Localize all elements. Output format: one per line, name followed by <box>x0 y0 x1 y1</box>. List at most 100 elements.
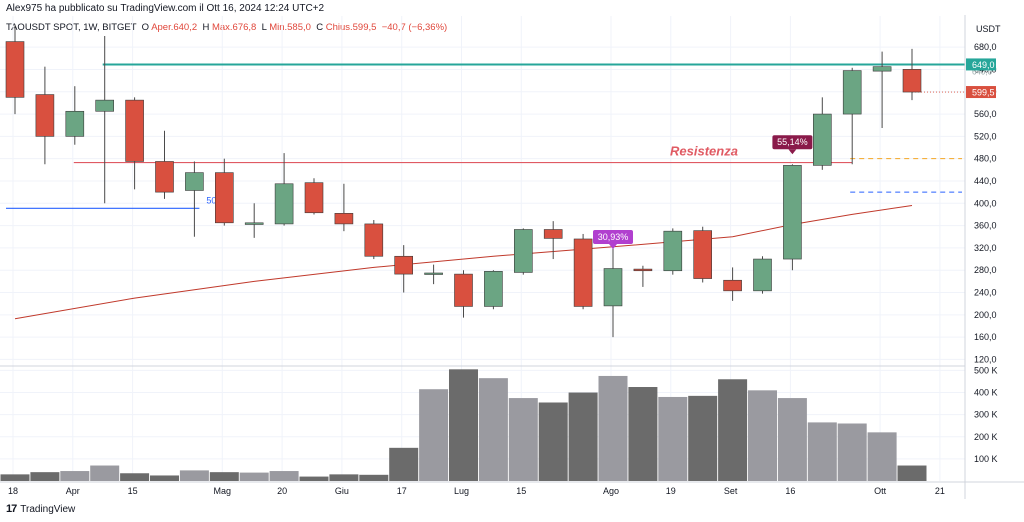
candle-body <box>723 279 742 292</box>
price-tick-label: 480,0 <box>974 154 997 164</box>
volume-bar <box>807 422 837 481</box>
resistance-label: Resistenza <box>670 144 738 159</box>
symbol-label[interactable]: TAOUSDT SPOT, 1W, BITGET <box>6 22 137 33</box>
volume-bar <box>389 447 419 481</box>
price-tick-label: 160,0 <box>974 332 997 342</box>
low-label: L <box>261 22 267 33</box>
candle-body <box>35 94 55 137</box>
volume-bar <box>568 392 598 481</box>
brand-name: TradingView <box>20 503 76 515</box>
candle-body <box>693 230 713 279</box>
volume-bar <box>299 476 329 481</box>
time-tick-label: Apr <box>66 486 80 496</box>
change-value: −40,7 (−6,36%) <box>381 22 448 33</box>
pct-label-1: 30,93% <box>598 232 629 242</box>
close-label: C <box>316 22 324 33</box>
candle-body <box>484 271 503 307</box>
volume-tick-label: 500 K <box>974 365 998 375</box>
candle-body <box>902 69 922 93</box>
volume-tick-label: 300 K <box>974 410 998 420</box>
volume-bar <box>718 379 748 481</box>
candle-body <box>244 222 264 225</box>
time-tick-label: Giu <box>335 486 349 496</box>
candle-body <box>872 66 892 72</box>
volume-bar <box>419 389 449 481</box>
volume-bar <box>867 432 897 481</box>
time-tick-label: Ott <box>874 486 887 496</box>
volume-bar <box>449 369 478 481</box>
volume-bar <box>508 398 538 481</box>
candle-body <box>125 99 144 162</box>
volume-bar <box>239 472 269 481</box>
time-tick-label: 21 <box>935 486 945 496</box>
time-tick-label: 17 <box>397 486 407 496</box>
pct-label-2-box <box>772 135 813 150</box>
time-tick-label: 19 <box>666 486 676 496</box>
volume-bar <box>0 474 30 481</box>
volume-tick-label: 200 K <box>974 432 998 442</box>
time-tick-label: Ago <box>603 486 619 496</box>
currency-label: USDT <box>976 24 1001 34</box>
tradingview-logo-icon: 17 <box>6 503 17 515</box>
candle-body <box>573 238 593 307</box>
volume-bar <box>90 465 120 481</box>
publisher-line: Alex975 ha pubblicato su TradingView.com… <box>6 3 325 14</box>
volume-tick-label: 100 K <box>974 454 998 464</box>
time-tick-label: 15 <box>128 486 138 496</box>
candle-body <box>454 273 473 307</box>
level-lines: Resistenza 50, <box>6 63 965 209</box>
volume-bar <box>478 378 508 481</box>
high-value: Max.676,8 <box>211 22 257 33</box>
price-tick-label: 680,0 <box>974 42 997 52</box>
pct-label-2-pointer <box>788 149 797 155</box>
volume-bar <box>329 474 359 481</box>
volume-bar <box>269 471 299 481</box>
candle-body <box>543 229 563 239</box>
tradingview-brand[interactable]: 17 TradingView <box>6 503 75 515</box>
candle-body <box>394 255 414 275</box>
candle-body <box>842 70 862 115</box>
pct-label-1-pointer <box>609 243 617 249</box>
price-tick-label: 440,0 <box>974 176 997 186</box>
volume-bar <box>60 471 90 481</box>
candle-body <box>95 99 114 112</box>
candle-body <box>5 41 25 98</box>
volume-bar <box>777 398 807 481</box>
price-tick-label: 560,0 <box>974 109 997 119</box>
candle-body <box>155 161 174 193</box>
time-tick-label: Lug <box>454 486 469 496</box>
high-label: H <box>202 22 210 33</box>
candle-body <box>304 182 324 214</box>
candle-body <box>364 223 384 257</box>
candle-body <box>65 110 85 137</box>
candles <box>5 24 922 338</box>
time-tick-label: 15 <box>516 486 526 496</box>
candle-body <box>185 172 204 191</box>
close-value: Chius.599,5 <box>325 22 377 33</box>
behind-price-label: 640,0 <box>972 67 993 76</box>
candle-body <box>753 258 772 292</box>
last-price-badge-label: 599,5 <box>972 88 995 98</box>
candle-body <box>812 113 832 166</box>
volume-bar <box>120 473 150 481</box>
pct-label-2: 55,14% <box>777 137 808 147</box>
price-tick-label: 360,0 <box>974 221 997 231</box>
volume-bar <box>748 390 777 481</box>
volume-bar <box>628 387 658 481</box>
volume-bar <box>359 474 389 481</box>
volume-tick-label: 400 K <box>974 388 998 398</box>
candle-body <box>513 229 533 273</box>
volume-bars <box>0 369 927 481</box>
volume-bar <box>658 396 688 481</box>
candle-body <box>633 268 653 272</box>
candle-body <box>215 172 234 224</box>
volume-bar <box>30 472 60 481</box>
annotations: 30,93% 55,14% <box>593 135 813 249</box>
candle-body <box>334 213 354 225</box>
time-tick-label: Mag <box>214 486 232 496</box>
ohlc-legend: TAOUSDT SPOT, 1W, BITGET O Aper.640,2 H … <box>6 22 447 33</box>
open-label: O <box>141 22 150 33</box>
axes: 680,0640,0600,0560,0520,0480,0440,0400,0… <box>0 15 1024 499</box>
time-tick-label: Set <box>724 486 738 496</box>
